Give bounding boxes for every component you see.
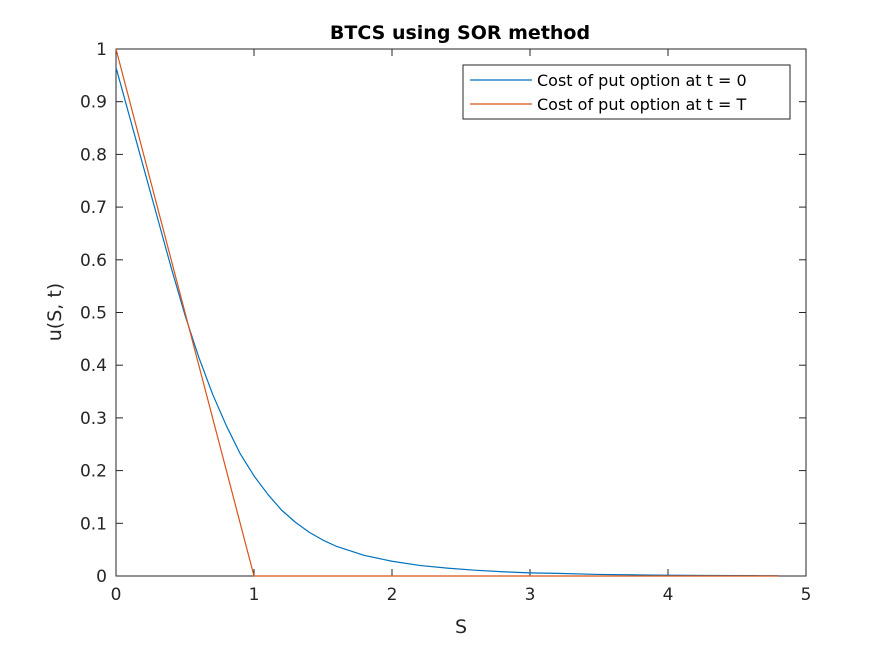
y-tick-label: 1 xyxy=(96,40,107,60)
x-tick-label: 5 xyxy=(801,585,812,605)
chart-title: BTCS using SOR method xyxy=(330,22,590,44)
y-axis-ticks: 0 0.1 0.2 0.3 0.4 0.5 0.6 0.7 0.8 0.9 1 xyxy=(80,40,806,587)
y-tick-label: 0.3 xyxy=(80,409,107,429)
plot-area xyxy=(115,48,807,577)
x-tick-label: 4 xyxy=(663,585,674,605)
x-tick-label: 2 xyxy=(387,585,398,605)
y-tick-label: 0.4 xyxy=(80,356,107,376)
legend: Cost of put option at t = 0 Cost of put … xyxy=(462,64,791,120)
y-tick-label: 0.1 xyxy=(80,514,107,534)
legend-label-tT: Cost of put option at t = T xyxy=(537,95,747,114)
y-tick-label: 0.7 xyxy=(80,198,107,218)
y-tick-label: 0.5 xyxy=(80,304,107,324)
series-layer xyxy=(115,48,779,577)
y-tick-label: 0.8 xyxy=(80,145,107,165)
y-axis-label: u(S, t) xyxy=(44,283,66,341)
x-tick-label: 1 xyxy=(249,585,260,605)
y-tick-label: 0.9 xyxy=(80,93,107,113)
legend-label-t0: Cost of put option at t = 0 xyxy=(537,71,747,90)
y-tick-label: 0 xyxy=(96,567,107,587)
legend-box xyxy=(462,64,791,120)
y-tick-label: 0.2 xyxy=(80,462,107,482)
x-axis-label: S xyxy=(455,616,467,638)
x-tick-label: 3 xyxy=(525,585,536,605)
y-tick-label: 0.6 xyxy=(80,251,107,271)
x-tick-label: 0 xyxy=(111,585,122,605)
series-line-1 xyxy=(115,48,779,577)
series-line-0 xyxy=(115,67,779,577)
